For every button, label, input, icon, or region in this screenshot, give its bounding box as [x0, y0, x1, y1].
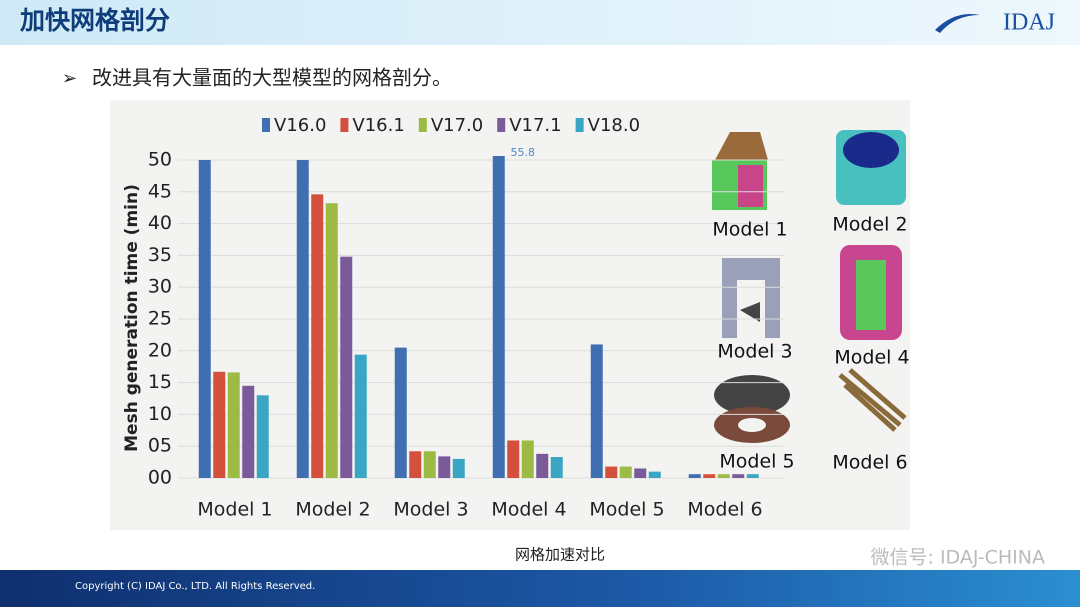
bar — [688, 474, 701, 478]
legend-swatch — [418, 118, 427, 132]
logo-swoosh — [935, 14, 980, 33]
y-tick-label: 25 — [148, 308, 172, 330]
y-tick-label: 40 — [148, 212, 172, 234]
legend-swatch — [340, 118, 349, 132]
bar — [732, 474, 745, 478]
y-tick-label: 00 — [148, 467, 172, 489]
bar — [311, 194, 324, 478]
bar — [325, 203, 338, 479]
y-tick-label: 30 — [148, 276, 172, 298]
bar — [746, 474, 759, 478]
y-tick-label: 45 — [148, 180, 172, 202]
x-tick-label: Model 5 — [589, 499, 664, 521]
legend-swatch — [262, 118, 270, 132]
y-tick-label: 20 — [148, 339, 172, 361]
x-tick-label: Model 2 — [295, 499, 370, 521]
bar — [521, 440, 534, 478]
bar — [590, 344, 603, 478]
logo: IDAJ — [1003, 10, 1055, 36]
x-tick-label: Model 1 — [197, 499, 272, 521]
bar — [452, 458, 465, 478]
x-tick-label: Model 3 — [393, 499, 468, 521]
thumbnail-label: Model 4 — [834, 347, 909, 369]
y-tick-label: 35 — [148, 244, 172, 266]
bar — [256, 395, 269, 478]
footer-bar — [0, 570, 1080, 607]
x-tick-label: Model 6 — [687, 499, 762, 521]
bar — [550, 457, 563, 478]
bar — [507, 440, 520, 478]
bar — [648, 471, 661, 478]
header-bar — [0, 0, 1080, 45]
bar — [619, 466, 632, 478]
thumbnail-label: Model 1 — [712, 219, 787, 241]
bar — [242, 385, 255, 478]
bar — [354, 354, 367, 478]
legend-label: V18.0 — [588, 115, 640, 136]
thumbnail-label: Model 6 — [832, 452, 907, 474]
thumbnail-label: Model 5 — [719, 451, 794, 473]
x-tick-label: Model 4 — [491, 499, 566, 521]
bar — [717, 474, 730, 478]
slide-title: 加快网格剖分 — [19, 6, 170, 35]
caption: 网格加速对比 — [515, 546, 605, 564]
y-tick-label: 05 — [148, 435, 172, 457]
bar — [605, 466, 618, 478]
legend-label: V16.0 — [274, 115, 326, 136]
bars — [198, 156, 759, 479]
bar — [340, 256, 353, 478]
bullet-marker: ➢ — [62, 68, 77, 89]
bar — [423, 451, 436, 478]
bar — [227, 372, 240, 478]
data-label: 55.8 — [511, 146, 536, 159]
footer-text: Copyright (C) IDAJ Co., LTD. All Rights … — [75, 581, 315, 592]
thumbnail-label: Model 3 — [717, 341, 792, 363]
thumbnail-label: Model 2 — [832, 214, 907, 236]
legend-label: V17.0 — [431, 115, 483, 136]
y-tick-label: 15 — [148, 371, 172, 393]
bar — [492, 156, 505, 478]
bullet-text: 改进具有大量面的大型模型的网格剖分。 — [92, 66, 452, 90]
bar — [536, 453, 549, 478]
bar — [703, 474, 716, 478]
watermark: 微信号: IDAJ-CHINA — [871, 547, 1046, 569]
legend-swatch — [497, 118, 506, 132]
y-tick-label: 10 — [148, 403, 172, 425]
bar — [198, 160, 211, 478]
bar — [438, 456, 451, 478]
y-axis-label: Mesh generation time (min) — [122, 184, 142, 452]
bar — [296, 160, 309, 478]
thumbnails — [712, 130, 907, 443]
y-tick-label: 50 — [148, 149, 172, 171]
bar — [394, 347, 407, 478]
bar — [634, 468, 647, 478]
legend-label: V16.1 — [352, 115, 404, 136]
legend-label: V17.1 — [509, 115, 561, 136]
legend-swatch — [575, 118, 584, 132]
bar — [213, 371, 226, 478]
bar — [409, 451, 422, 478]
